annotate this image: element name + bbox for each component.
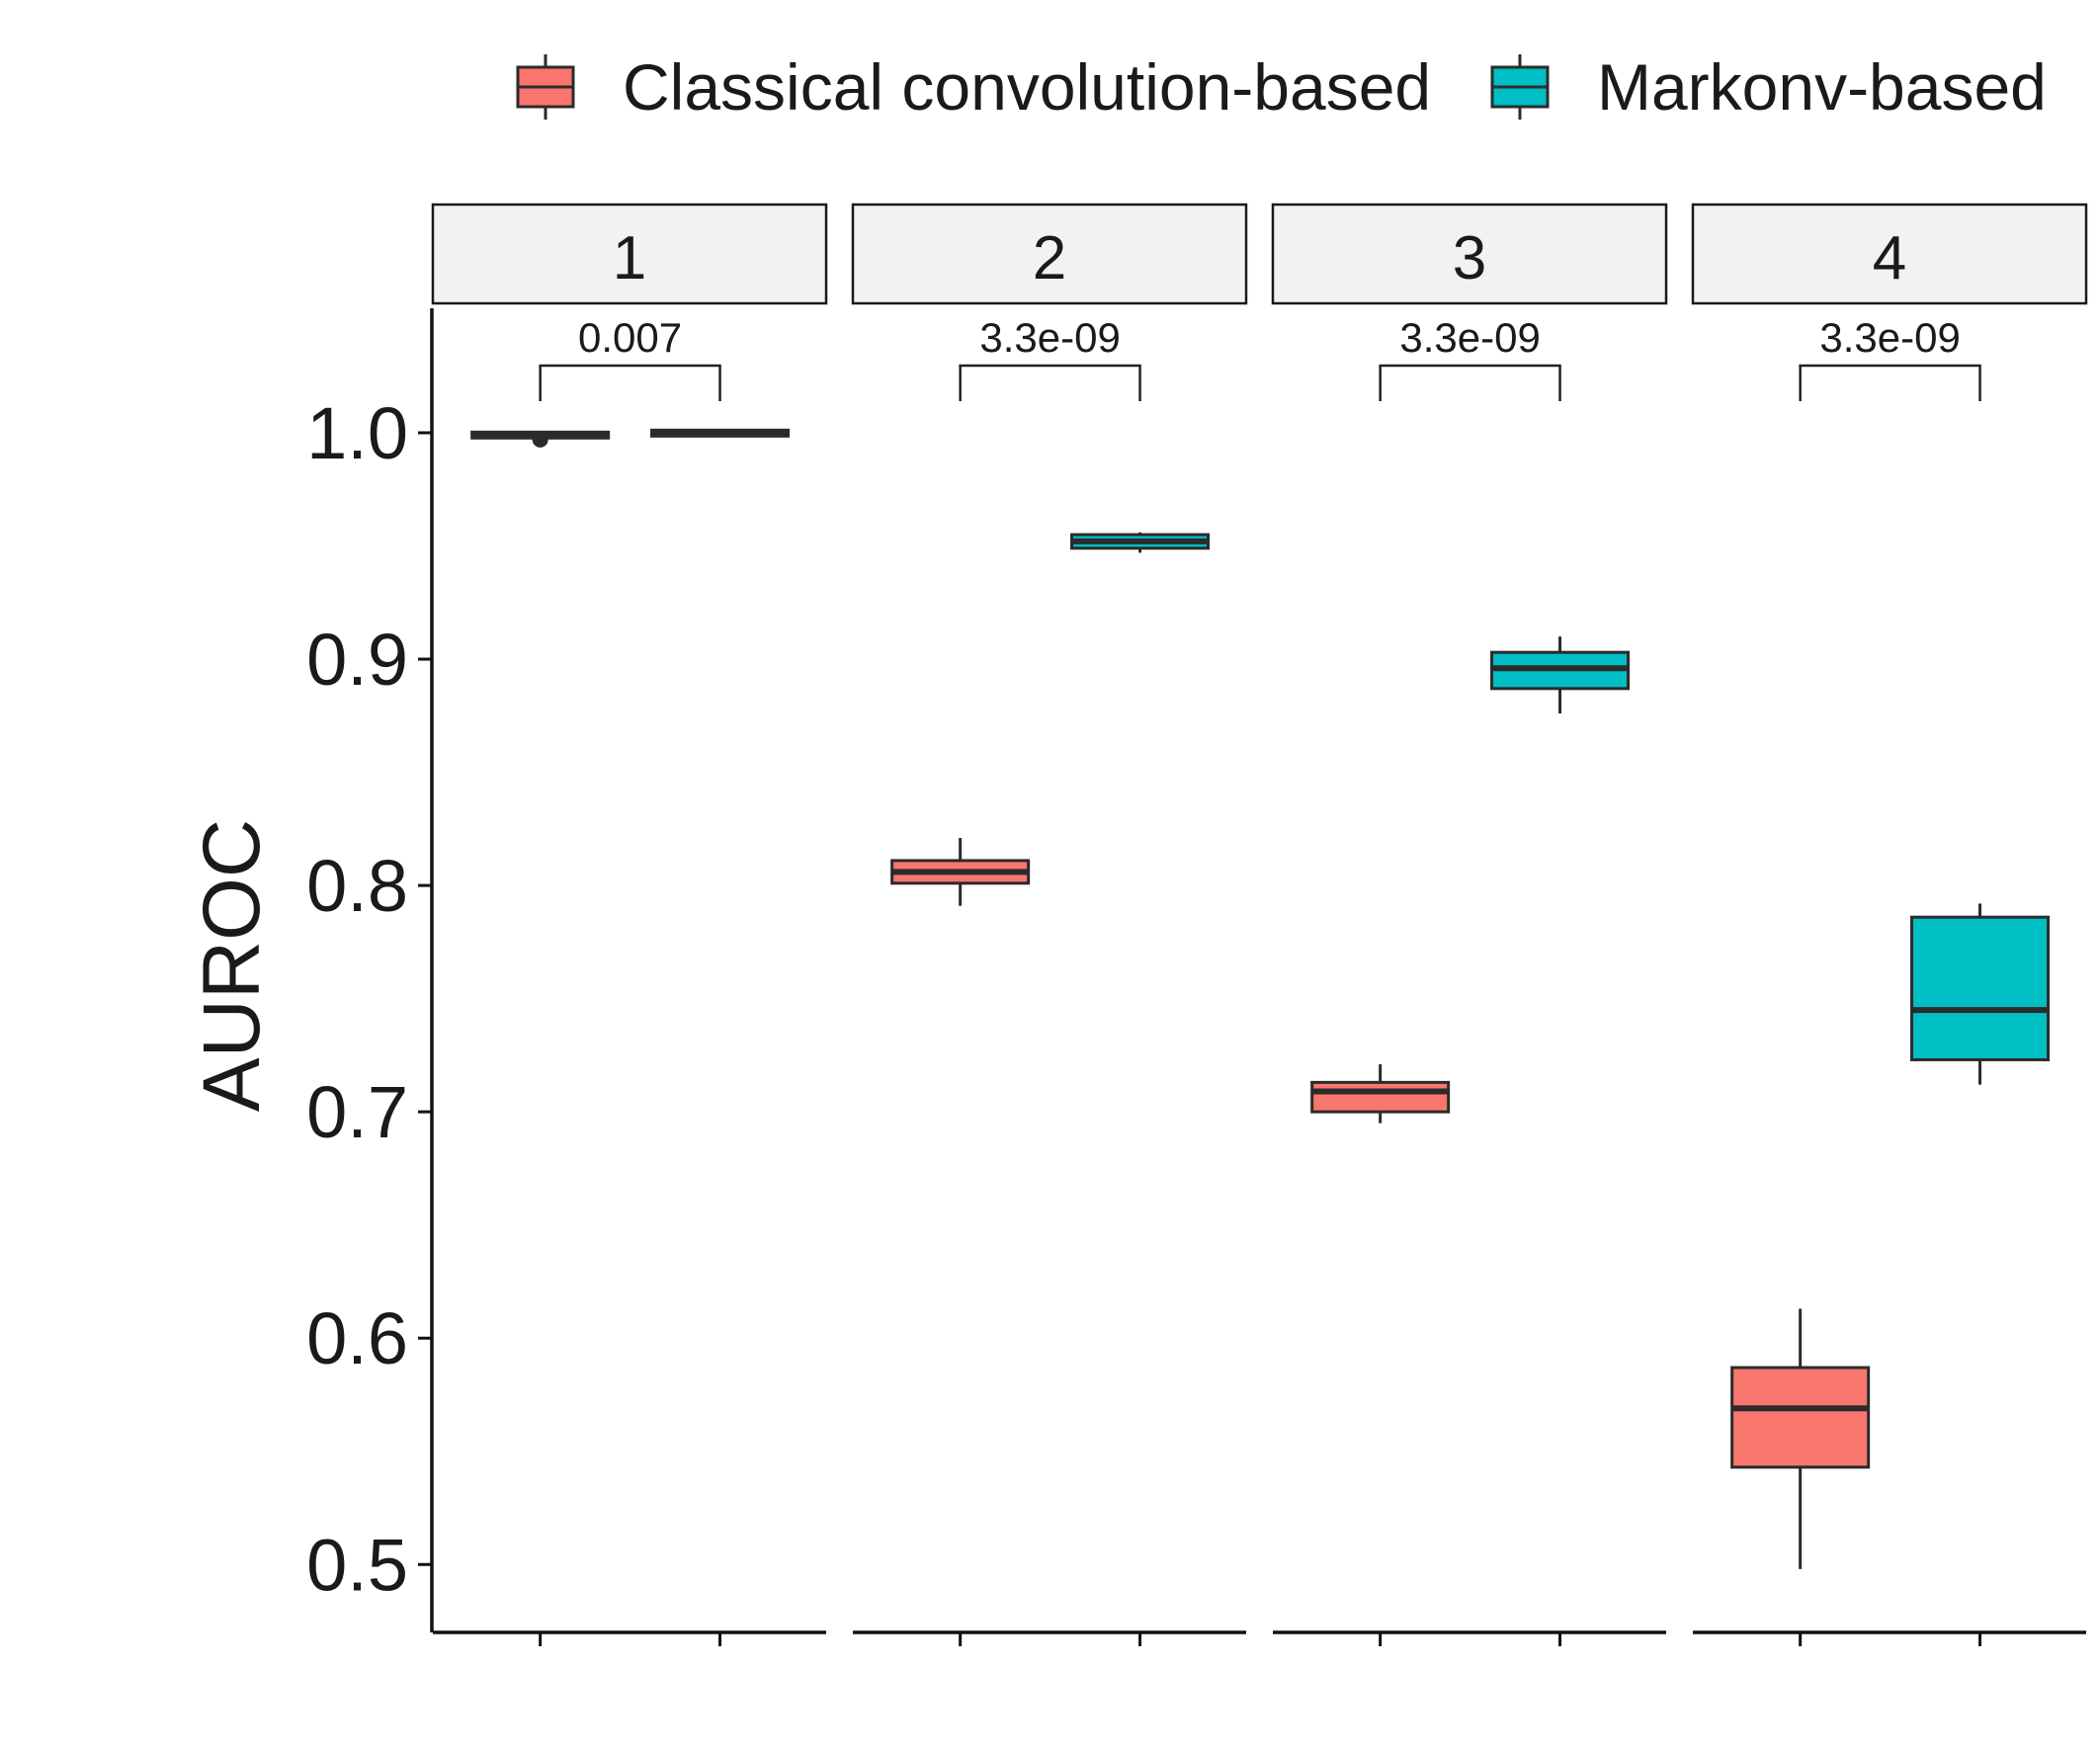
legend-label: Classical convolution-based bbox=[623, 50, 1431, 124]
facet-strip-label: 4 bbox=[1873, 224, 1906, 292]
facet-strip bbox=[1271, 203, 1668, 305]
y-tick-label: 0.8 bbox=[306, 845, 408, 927]
legend: Classical convolution-based Markonv-based bbox=[516, 50, 2047, 124]
p-value-label: 0.007 bbox=[578, 314, 682, 361]
facet-strip bbox=[431, 203, 828, 305]
box bbox=[1070, 532, 1211, 553]
box bbox=[1490, 636, 1631, 714]
y-axis-title: AUROC bbox=[187, 819, 277, 1112]
facet-strip-label: 3 bbox=[1453, 224, 1486, 292]
significance-bracket bbox=[539, 364, 721, 401]
facet-panel: 1 0.007 bbox=[431, 203, 828, 1646]
box-body bbox=[1910, 915, 2051, 1061]
y-tick-label: 0.5 bbox=[306, 1524, 408, 1606]
box-body bbox=[1730, 1366, 1871, 1469]
significance-bracket bbox=[1799, 364, 1981, 401]
facet-strip bbox=[851, 203, 1248, 305]
y-tick-label: 1.0 bbox=[306, 392, 408, 474]
y-tick-label: 0.7 bbox=[306, 1071, 408, 1153]
legend-item: Markonv-based bbox=[1490, 50, 2047, 124]
y-tick-label: 0.6 bbox=[306, 1297, 408, 1379]
facet-panel: 3 3.3e-09 bbox=[1271, 203, 1668, 1646]
p-value-label: 3.3e-09 bbox=[1399, 314, 1540, 361]
box bbox=[1730, 1308, 1871, 1569]
facet-strip-label: 2 bbox=[1033, 224, 1066, 292]
facet-panel: 4 3.3e-09 bbox=[1691, 203, 2088, 1646]
box bbox=[890, 838, 1031, 906]
significance-bracket bbox=[1379, 364, 1561, 401]
box-body bbox=[1310, 1080, 1451, 1114]
facet-strip-label: 1 bbox=[613, 224, 646, 292]
legend-label: Markonv-based bbox=[1597, 50, 2047, 124]
facet-strip bbox=[1691, 203, 2088, 305]
legend-item: Classical convolution-based bbox=[516, 50, 1431, 124]
p-value-label: 3.3e-09 bbox=[1819, 314, 1960, 361]
box bbox=[650, 428, 791, 438]
facet-panel: 2 3.3e-09 bbox=[851, 203, 1248, 1646]
significance-bracket bbox=[959, 364, 1141, 401]
p-value-label: 3.3e-09 bbox=[979, 314, 1120, 361]
box bbox=[470, 430, 611, 448]
facet-panels: 1 0.007 2 3.3e-09 3 3.3e-09 4 3.3e-09 bbox=[431, 203, 2088, 1646]
y-tick-label: 0.9 bbox=[306, 619, 408, 701]
outlier-point bbox=[532, 431, 548, 448]
box bbox=[1910, 903, 2051, 1085]
y-axis: 0.5 0.6 0.7 0.8 0.9 1.0 bbox=[306, 308, 434, 1632]
box bbox=[1310, 1064, 1451, 1124]
